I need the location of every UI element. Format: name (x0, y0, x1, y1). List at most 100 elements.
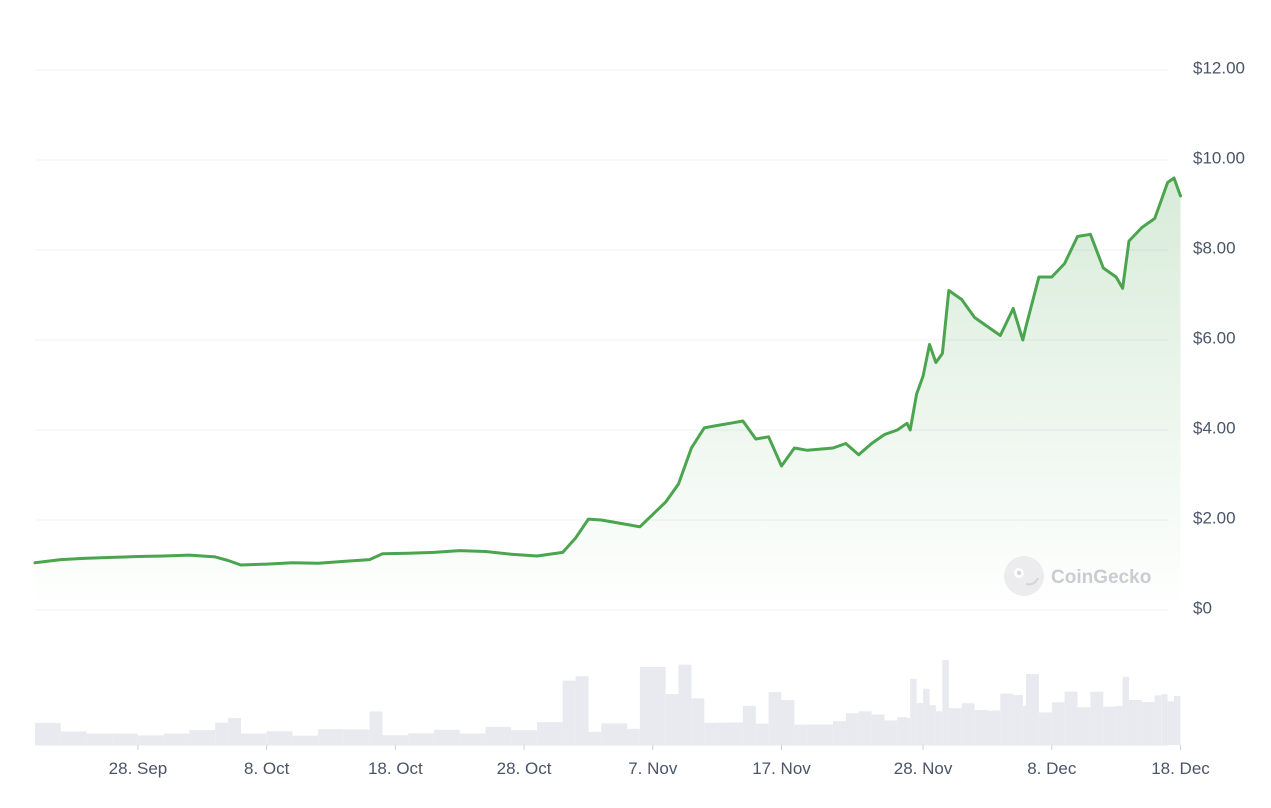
volume-bar (112, 733, 138, 745)
x-tick-label: 8. Oct (244, 759, 290, 778)
volume-bar (588, 731, 602, 745)
gecko-logo-icon (1004, 556, 1044, 596)
volume-bar (240, 733, 267, 745)
volume-bar (794, 724, 808, 745)
volume-bar (228, 718, 241, 745)
volume-bar (382, 735, 409, 745)
y-tick-label: $8.00 (1193, 238, 1236, 257)
volume-bar (1103, 706, 1117, 745)
volume-bar (408, 733, 434, 745)
volume-bar (929, 705, 936, 745)
volume-bar (845, 713, 859, 745)
volume-bar (768, 692, 782, 745)
x-tick-label: 7. Nov (628, 759, 678, 778)
volume-bar (1167, 701, 1174, 745)
price-line (33, 176, 1182, 567)
volume-bar (138, 735, 164, 745)
volume-bar (1022, 705, 1026, 745)
x-tick-label: 28. Sep (109, 759, 168, 778)
volume-bar (961, 703, 975, 745)
volume-bar (907, 718, 911, 745)
x-tick-label: 17. Nov (752, 759, 811, 778)
volume-bar (601, 723, 627, 745)
volume-bar (266, 731, 293, 745)
volume-bar (704, 722, 718, 745)
coingecko-watermark: CoinGecko (1004, 556, 1151, 596)
volume-bars (35, 660, 1181, 745)
volume-bar (485, 726, 512, 745)
x-tick-label: 28. Oct (497, 759, 552, 778)
volume-bar (897, 717, 907, 745)
volume-bar (742, 705, 756, 745)
price-area (35, 178, 1181, 610)
volume-bar (1000, 693, 1014, 745)
volume-bar (755, 723, 769, 745)
volume-bar (717, 722, 730, 745)
volume-bar (562, 680, 576, 745)
volume-bar (163, 733, 190, 745)
volume-bar (935, 711, 943, 745)
volume-bar (86, 733, 113, 745)
y-axis-ticks: $12.00 $10.00 $8.00 $6.00 $4.00 $2.00 $0 (1193, 58, 1245, 617)
volume-bar (665, 694, 679, 745)
x-axis-ticks: 28. Sep 8. Oct 18. Oct 28. Oct 7. Nov 17. Nov… (109, 745, 1210, 778)
volume-bar (1077, 707, 1091, 745)
volume-bar (1064, 691, 1078, 745)
price-area-fill (35, 178, 1181, 610)
volume-bar (807, 724, 833, 745)
volume-bar (1154, 695, 1162, 745)
y-tick-label: $0 (1193, 598, 1212, 617)
volume-bar (948, 708, 962, 745)
x-tick-label: 18. Dec (1151, 759, 1210, 778)
volume-bar (343, 729, 370, 745)
volume-bar (916, 702, 923, 745)
volume-bar (910, 678, 917, 745)
volume-bar (627, 728, 640, 745)
volume-bar (215, 722, 229, 745)
volume-bar (1174, 696, 1181, 745)
y-tick-label: $4.00 (1193, 418, 1236, 437)
volume-bar (369, 711, 383, 745)
volume-bar (1026, 674, 1039, 745)
price-series-line (33, 176, 1182, 567)
volume-bar (189, 730, 216, 745)
x-tick-label: 8. Dec (1027, 759, 1077, 778)
volume-bar (871, 714, 885, 745)
volume-bar (858, 711, 872, 745)
volume-bar (318, 729, 344, 745)
volume-bar (678, 664, 692, 745)
volume-bar (511, 730, 537, 745)
volume-bar (537, 722, 563, 745)
volume-bar (884, 720, 898, 745)
volume-bar (639, 667, 666, 745)
volume-bar (1038, 712, 1052, 745)
volume-bar (1141, 702, 1155, 745)
volume-bar (923, 688, 930, 745)
volume-bar (781, 700, 795, 745)
volume-bar (434, 729, 460, 745)
volume-bar (974, 710, 988, 745)
watermark-text: CoinGecko (1051, 567, 1151, 588)
volume-bar (1013, 695, 1023, 745)
volume-bar (1161, 694, 1168, 745)
volume-bar (1051, 702, 1065, 745)
volume-bar (942, 660, 949, 745)
volume-bar (1090, 691, 1104, 745)
x-tick-label: 18. Oct (368, 759, 423, 778)
y-tick-label: $2.00 (1193, 508, 1236, 527)
volume-bar (459, 733, 486, 745)
volume-bar (1116, 706, 1123, 745)
volume-bar (987, 710, 1001, 745)
volume-bar (35, 722, 61, 745)
y-tick-label: $6.00 (1193, 328, 1236, 347)
volume-bar (575, 676, 589, 745)
y-tick-label: $10.00 (1193, 148, 1245, 167)
volume-bar (691, 698, 705, 745)
volume-bar (1129, 700, 1142, 745)
volume-bar (60, 731, 87, 745)
x-tick-label: 28. Nov (894, 759, 953, 778)
volume-bar (833, 721, 846, 745)
y-tick-label: $12.00 (1193, 58, 1245, 77)
